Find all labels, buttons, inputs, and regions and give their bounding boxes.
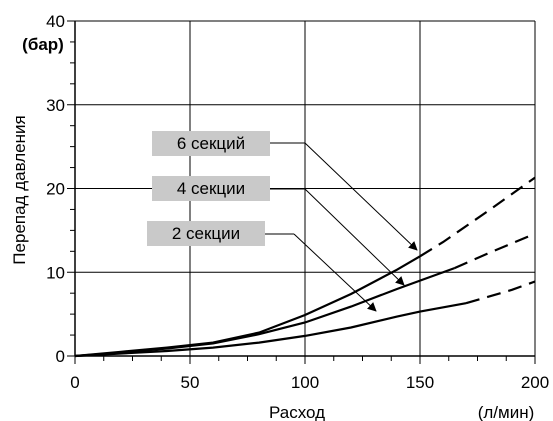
series-label-1: 6 секций	[177, 134, 245, 153]
series-label-box-3	[147, 221, 265, 246]
series-dashed-1	[419, 176, 536, 258]
x-tick-label: 100	[291, 373, 319, 392]
series-line-2	[74, 267, 455, 358]
series-label-box-2	[152, 176, 270, 201]
series-label-2: 4 секции	[177, 179, 245, 198]
series-label-3: 2 секции	[172, 224, 240, 243]
axes: 0 50 100 150 200 0 10 20 30 40	[46, 12, 549, 392]
y-tick-label: 40	[46, 12, 65, 31]
x-tick-label: 0	[70, 373, 79, 392]
x-axis-unit: (л/мин)	[478, 403, 535, 421]
legend-labels: 6 секций 4 секции 2 секции	[147, 131, 418, 312]
x-tick-label: 50	[181, 373, 200, 392]
x-tick-label: 150	[406, 373, 434, 392]
series-leader-arrow-2	[304, 188, 405, 286]
y-tick-label: 30	[46, 96, 65, 115]
series-layer	[74, 176, 536, 358]
series-line-1	[74, 255, 421, 358]
series-line-3	[74, 302, 467, 358]
y-tick-label: 0	[56, 347, 65, 366]
series-dashed-2	[454, 232, 536, 270]
y-axis-title: Перепад давления	[10, 115, 29, 264]
x-axis-title: Расход	[269, 403, 325, 421]
y-tick-label: 20	[46, 180, 65, 199]
series-leader-arrow-1	[304, 142, 418, 251]
series-dashed-3	[465, 280, 536, 305]
series-leader-arrow-3	[293, 233, 377, 312]
y-axis-unit: (бар)	[22, 35, 64, 54]
y-tick-label: 10	[46, 263, 65, 282]
x-tick-label: 200	[521, 373, 549, 392]
series-label-box-1	[152, 131, 270, 156]
